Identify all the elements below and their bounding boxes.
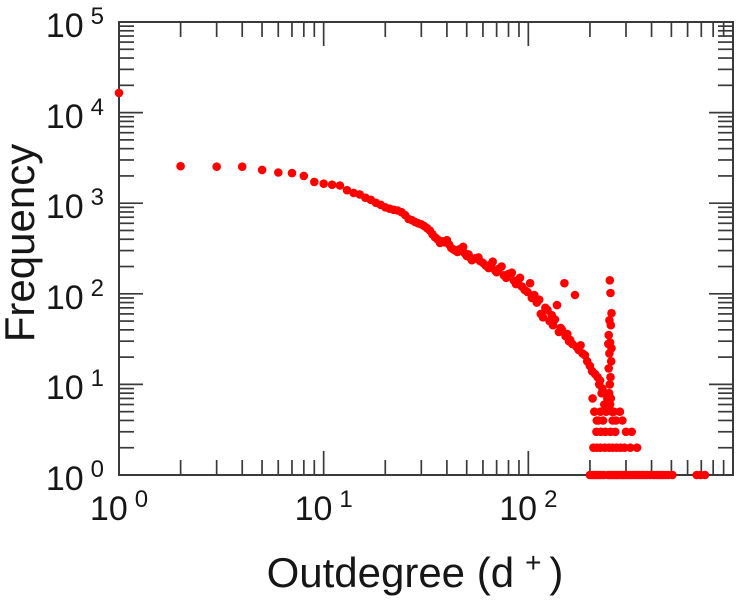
- data-point: [550, 315, 560, 324]
- data-point: [576, 341, 585, 350]
- data-point: [488, 257, 498, 267]
- data-point: [552, 300, 562, 310]
- data-point: [458, 242, 468, 252]
- data-point: [604, 364, 613, 373]
- data-point: [606, 357, 616, 366]
- axis-ticks: [118, 21, 734, 476]
- data-point: [257, 165, 267, 175]
- data-point: [626, 443, 635, 453]
- y-axis-tick-label: 10 0: [0, 456, 104, 500]
- tick-label-exponent: 4: [90, 93, 104, 121]
- data-point: [605, 380, 615, 389]
- data-point: [212, 162, 221, 171]
- data-point: [335, 181, 345, 190]
- data-point: [523, 287, 532, 297]
- tick-label-mantissa: 10: [499, 490, 538, 528]
- data-point: [310, 177, 319, 187]
- tick-label-exponent: 2: [90, 274, 104, 302]
- data-point: [570, 290, 580, 300]
- tick-label-exponent: 2: [544, 486, 558, 513]
- data-point: [700, 470, 710, 480]
- data-point: [668, 470, 677, 480]
- data-point: [237, 162, 247, 171]
- tick-label-mantissa: 10: [45, 460, 84, 498]
- tick-label-exponent: 5: [90, 3, 104, 30]
- data-point: [611, 427, 620, 437]
- x-axis-title-superscript: +: [525, 547, 542, 578]
- data-point: [605, 276, 615, 285]
- x-axis-tick-label: 10 1: [254, 486, 394, 530]
- tick-label-mantissa: 10: [45, 188, 84, 227]
- data-point: [176, 161, 185, 171]
- data-point: [287, 168, 297, 178]
- x-axis-title-text: Outdegree (d: [266, 549, 515, 596]
- data-point: [327, 180, 337, 189]
- data-point: [598, 416, 608, 425]
- tick-label-mantissa: 10: [45, 369, 84, 408]
- tick-label-exponent: 0: [90, 456, 104, 483]
- data-point: [606, 372, 615, 382]
- tick-label-exponent: 1: [90, 365, 104, 393]
- data-point: [605, 400, 615, 409]
- data-point: [605, 349, 614, 358]
- data-point: [342, 185, 352, 195]
- data-point: [588, 394, 597, 403]
- data-point: [538, 313, 548, 322]
- data-point: [606, 288, 615, 298]
- x-axis-title-close: ): [549, 549, 564, 596]
- data-point: [507, 268, 517, 278]
- data-point: [319, 179, 329, 188]
- tick-label-mantissa: 10: [45, 97, 84, 136]
- data-point: [607, 308, 616, 318]
- data-point: [604, 330, 613, 340]
- data-point: [114, 88, 124, 98]
- tick-label-mantissa: 10: [45, 278, 84, 317]
- y-axis-tick-label: 10 2: [0, 275, 104, 319]
- tick-label-mantissa: 10: [294, 490, 333, 528]
- x-axis-title: Outdegree (d +): [266, 547, 564, 600]
- data-point: [299, 171, 309, 181]
- data-point: [274, 168, 283, 177]
- data-point: [632, 443, 642, 453]
- tick-label-mantissa: 10: [89, 490, 128, 528]
- y-axis-tick-label: 10 3: [0, 184, 104, 228]
- y-axis-tick-label: 10 4: [0, 94, 104, 138]
- x-axis-tick-label: 10 2: [458, 486, 598, 530]
- plot-border: [118, 21, 734, 476]
- data-point: [595, 376, 605, 385]
- data-point: [606, 320, 616, 330]
- data-point: [497, 262, 506, 271]
- x-axis-tick-label: 10 0: [49, 486, 189, 530]
- data-point: [611, 416, 621, 425]
- tick-label-mantissa: 10: [45, 7, 84, 45]
- data-point: [590, 407, 599, 417]
- data-point: [534, 295, 544, 305]
- data-point: [627, 427, 636, 437]
- data-point: [609, 407, 619, 417]
- y-axis-tick-label: 10 1: [0, 365, 104, 409]
- data-point: [525, 278, 535, 288]
- data-points: [114, 88, 710, 480]
- data-point: [615, 407, 625, 417]
- tick-label-exponent: 1: [339, 486, 353, 513]
- data-point: [618, 416, 627, 425]
- data-point: [560, 278, 569, 288]
- tick-label-exponent: 3: [90, 184, 104, 212]
- data-point: [515, 273, 525, 283]
- data-point: [596, 407, 605, 417]
- tick-label-exponent: 0: [134, 486, 149, 513]
- y-axis-tick-label: 10 5: [0, 3, 104, 47]
